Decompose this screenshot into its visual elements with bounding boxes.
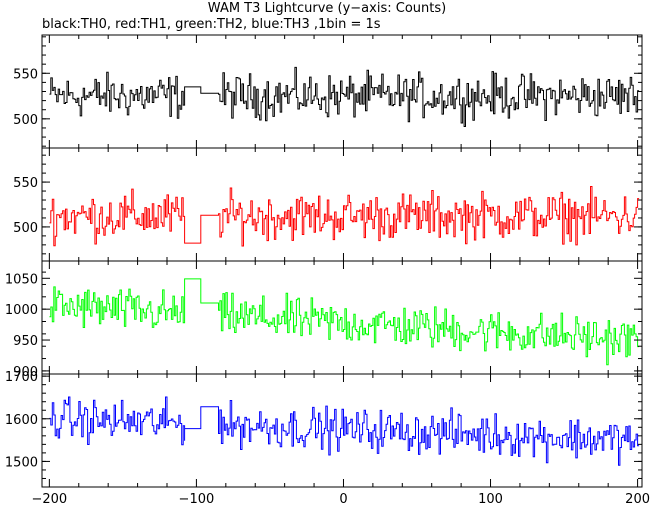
x-tick-label: 100 <box>478 492 503 505</box>
panel-th1: 500 550 <box>13 147 643 262</box>
series-th1-line <box>49 186 640 247</box>
y-tick-label: 500 <box>13 113 38 128</box>
chart-title: WAM T3 Lightcurve (y−axis: Counts) <box>207 1 447 16</box>
y-tick-label: 1500 <box>5 455 38 470</box>
y-tick-label: 1050 <box>5 272 38 287</box>
panel-th2: 900 950 1000 1050 <box>5 260 643 380</box>
y-tick-label: 550 <box>13 176 38 191</box>
series-th0-line <box>49 66 640 127</box>
series-th2-line <box>49 278 640 366</box>
y-tick-label: 950 <box>13 334 38 349</box>
x-tick-label: −100 <box>179 492 215 505</box>
x-tick-label: 0 <box>339 492 347 505</box>
panel-th0: 500 550 <box>13 34 643 149</box>
y-tick-label: 550 <box>13 67 38 82</box>
y-tick-label: 1700 <box>5 370 38 385</box>
x-tick-label: −200 <box>31 492 67 505</box>
y-tick-label: 500 <box>13 221 38 236</box>
y-tick-label: 1600 <box>5 413 38 428</box>
panel-frame <box>41 373 643 488</box>
y-tick-label: 900 <box>13 365 38 380</box>
x-tick-label: 200 <box>625 492 650 505</box>
series-th3-line <box>49 396 640 466</box>
chart-subtitle: black:TH0, red:TH1, green:TH2, blue:TH3 … <box>42 17 381 32</box>
panel-th3: 1500 1600 1700 <box>5 370 643 488</box>
y-tick-label: 1000 <box>5 303 38 318</box>
